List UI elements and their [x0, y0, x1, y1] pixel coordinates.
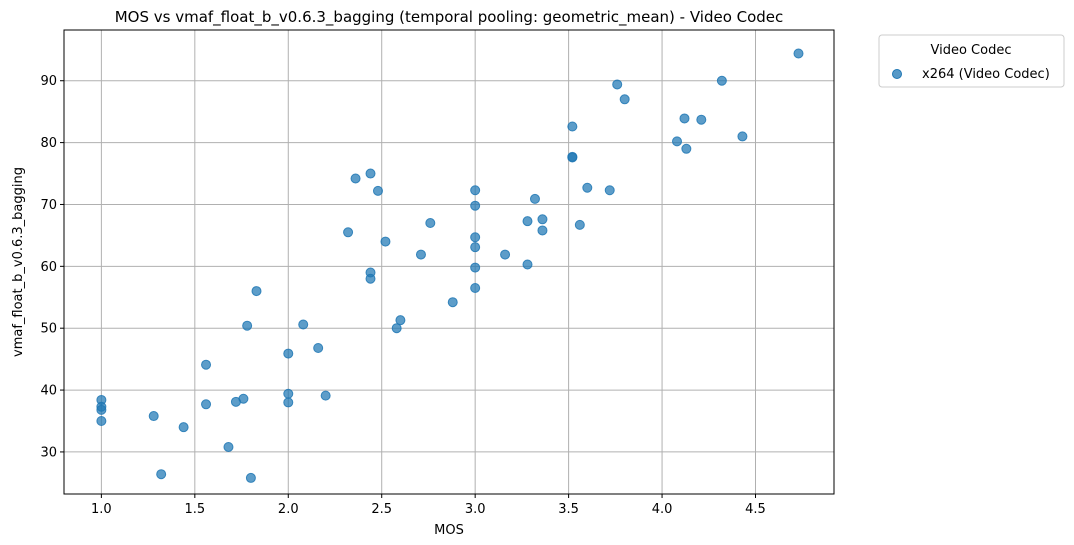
data-point [567, 121, 578, 132]
data-points [96, 48, 804, 483]
data-point [350, 173, 361, 184]
data-point [365, 168, 376, 179]
data-point [201, 359, 212, 370]
legend-frame [878, 34, 1065, 88]
x-tick-label: 1.5 [184, 502, 205, 517]
axis-ticks: 1.0 1.5 2.0 2.5 3.0 3.5 4.0 4.5 30 40 50 60 70 80 90 [40, 74, 765, 517]
data-point [372, 185, 383, 196]
data-point [425, 218, 436, 229]
data-point [567, 152, 578, 163]
data-point [313, 342, 324, 353]
data-point [679, 113, 690, 124]
data-point [619, 94, 630, 105]
legend: Video Codec x264 (Video Codec) [878, 34, 1065, 88]
data-point [470, 242, 481, 253]
data-point [537, 225, 548, 236]
data-point [320, 390, 331, 401]
data-point [470, 232, 481, 243]
y-tick-label: 80 [40, 136, 57, 151]
x-tick-label: 2.0 [278, 502, 299, 517]
data-point [201, 399, 212, 410]
data-point [298, 319, 309, 330]
data-point [716, 75, 727, 86]
data-point [242, 320, 253, 331]
data-point [415, 249, 426, 260]
data-point [380, 236, 391, 247]
data-point [737, 131, 748, 142]
data-point [529, 193, 540, 204]
legend-entry-label: x264 (Video Codec) [922, 67, 1050, 82]
data-point [238, 393, 249, 404]
legend-title: Video Codec [931, 43, 1012, 58]
x-tick-label: 3.0 [465, 502, 486, 517]
x-tick-label: 4.5 [745, 502, 766, 517]
data-point [343, 227, 354, 238]
data-point [156, 469, 167, 480]
data-point [96, 404, 107, 415]
data-point [522, 216, 533, 227]
data-point [365, 273, 376, 284]
data-point [470, 200, 481, 211]
data-point [793, 48, 804, 59]
data-point [148, 411, 159, 422]
data-point [223, 441, 234, 452]
y-tick-label: 60 [40, 260, 57, 275]
y-tick-label: 90 [40, 74, 57, 89]
data-point [582, 182, 593, 193]
data-point [96, 415, 107, 426]
data-point [283, 348, 294, 359]
y-tick-label: 50 [40, 322, 57, 337]
x-tick-label: 2.5 [371, 502, 392, 517]
data-point [251, 286, 262, 297]
data-point [470, 282, 481, 293]
x-tick-label: 3.5 [558, 502, 579, 517]
data-point [604, 185, 615, 196]
data-point [395, 315, 406, 326]
y-tick-label: 70 [40, 198, 57, 213]
plot-frame [63, 29, 835, 495]
data-point [391, 323, 402, 334]
y-tick-label: 30 [40, 445, 57, 460]
y-axis-label: vmaf_float_b_v0.6.3_bagging [11, 167, 26, 357]
data-point [283, 397, 294, 408]
legend-marker [892, 69, 902, 79]
y-tick-label: 40 [40, 384, 57, 399]
chart-title: MOS vs vmaf_float_b_v0.6.3_bagging (temp… [115, 8, 784, 27]
data-point [245, 472, 256, 483]
data-point [574, 219, 585, 230]
data-point [696, 114, 707, 125]
data-point [681, 143, 692, 154]
data-point [537, 214, 548, 225]
data-point [612, 79, 623, 90]
data-point [672, 136, 683, 147]
data-point [522, 259, 533, 270]
x-tick-label: 4.0 [652, 502, 673, 517]
data-point [470, 185, 481, 196]
data-point [447, 297, 458, 308]
x-axis-label: MOS [434, 523, 464, 538]
data-point [500, 249, 511, 260]
x-tick-label: 1.0 [91, 502, 112, 517]
data-point [283, 388, 294, 399]
data-point [470, 262, 481, 273]
grid-lines [64, 30, 834, 494]
data-point [178, 422, 189, 433]
